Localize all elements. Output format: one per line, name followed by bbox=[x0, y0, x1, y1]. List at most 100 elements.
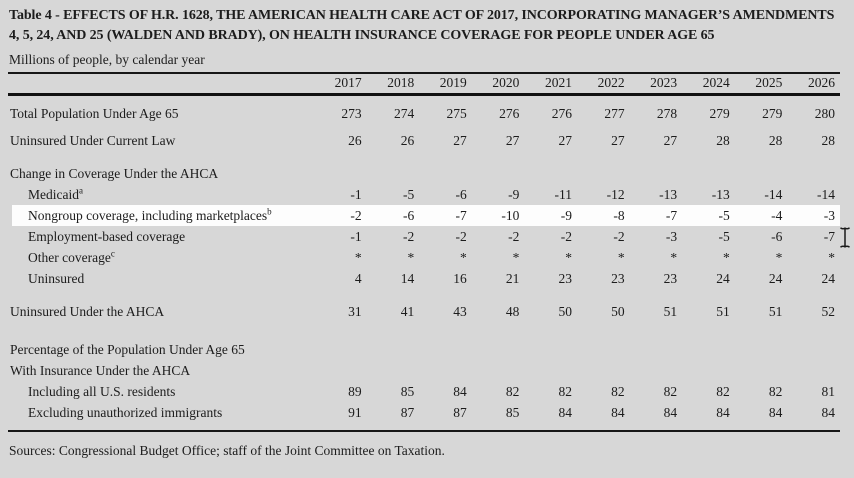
table-cell: 89 bbox=[348, 384, 362, 399]
table-row: Employment-based coverage -1 -2 -2 -2 -2 -2 -3 -… bbox=[8, 226, 840, 247]
table-cell: -6 bbox=[771, 229, 783, 244]
table-cell: 48 bbox=[505, 304, 520, 319]
table-cell: 278 bbox=[656, 106, 678, 121]
data-table: 2017 2018 2019 2020 2021 2022 2023 2024 2025 2026… bbox=[8, 72, 840, 432]
table-cell: -13 bbox=[711, 187, 730, 202]
table-row: Including all U.S. residents 89 85 84 82 82 82… bbox=[8, 381, 840, 402]
footnote-marker: b bbox=[267, 206, 272, 217]
table-cell bbox=[735, 360, 788, 381]
sources-note: Sources: Congressional Budget Office; st… bbox=[9, 443, 445, 458]
table-cell: -9 bbox=[508, 187, 520, 202]
table-cell: 27 bbox=[558, 133, 572, 148]
table-cell bbox=[419, 322, 472, 360]
footnote-marker: a bbox=[78, 185, 83, 196]
table-cell: 23 bbox=[611, 271, 625, 286]
table-row: Medicaida -1 -5 -6 -9 -11 -12 -13 -13 -14 -14 bbox=[8, 184, 840, 205]
table-cell: * bbox=[723, 250, 730, 265]
table-cell: 28 bbox=[716, 133, 730, 148]
table-cell bbox=[367, 360, 420, 381]
year-column-header: 2018 bbox=[387, 75, 415, 90]
table-row-highlighted: Nongroup coverage, including marketplace… bbox=[8, 205, 840, 226]
table-cell: 82 bbox=[663, 384, 678, 399]
table-cell: -7 bbox=[823, 229, 835, 244]
table-cell: 50 bbox=[558, 304, 572, 319]
table-cell: -2 bbox=[508, 229, 520, 244]
year-column-header: 2017 bbox=[334, 75, 362, 90]
table-cell bbox=[524, 360, 577, 381]
table-cell: 50 bbox=[611, 304, 625, 319]
table-cell: 273 bbox=[341, 106, 362, 121]
table-row: With Insurance Under the AHCA bbox=[8, 360, 840, 381]
table-cell: 27 bbox=[663, 133, 678, 148]
table-cell: 84 bbox=[558, 405, 572, 420]
table-cell: 43 bbox=[453, 304, 467, 319]
table-row: Total Population Under Age 65 273 274 275 27… bbox=[8, 95, 840, 125]
table-cell: 23 bbox=[663, 271, 678, 286]
table-cell: 82 bbox=[716, 384, 730, 399]
table-cell: 4 bbox=[354, 271, 362, 286]
table-cell bbox=[367, 151, 420, 184]
table-row: Percentage of the Population Under Age 6… bbox=[8, 322, 840, 360]
table-cell: 85 bbox=[400, 384, 415, 399]
table-cell: -2 bbox=[314, 205, 367, 226]
table-cell bbox=[735, 322, 788, 360]
table-cell bbox=[419, 151, 472, 184]
table-cell bbox=[314, 151, 367, 184]
table-cell: 274 bbox=[393, 106, 415, 121]
row-label: Employment-based coverage bbox=[28, 229, 186, 244]
table-body: Total Population Under Age 65 273 274 275 27… bbox=[8, 95, 840, 432]
table-cell: * bbox=[670, 250, 678, 265]
table-cell: 41 bbox=[400, 304, 415, 319]
row-label: Uninsured bbox=[28, 271, 85, 286]
table-cell: 28 bbox=[768, 133, 783, 148]
row-label: Uninsured Under the AHCA bbox=[10, 304, 165, 319]
table-cell: 28 bbox=[821, 133, 836, 148]
table-cell bbox=[787, 322, 840, 360]
table-cell: -5 bbox=[682, 205, 735, 226]
table-cell bbox=[577, 151, 630, 184]
table-cell: -1 bbox=[350, 229, 362, 244]
row-label: Uninsured Under Current Law bbox=[10, 133, 176, 148]
year-column-header: 2021 bbox=[544, 75, 572, 90]
row-label: Change in Coverage Under the AHCA bbox=[10, 166, 219, 181]
table-cell: 87 bbox=[453, 405, 467, 420]
table-cell: -13 bbox=[659, 187, 678, 202]
table-cell: 279 bbox=[709, 106, 730, 121]
year-column-header: 2019 bbox=[439, 75, 467, 90]
table-cell: 275 bbox=[446, 106, 467, 121]
row-label: Excluding unauthorized immigrants bbox=[28, 405, 223, 420]
table-cell: 26 bbox=[400, 133, 415, 148]
table-cell bbox=[524, 322, 577, 360]
table-cell: 84 bbox=[611, 405, 625, 420]
table-cell: -10 bbox=[471, 205, 525, 226]
table-cell: 24 bbox=[768, 271, 783, 286]
table-cell: 84 bbox=[453, 384, 467, 399]
text-cursor-icon bbox=[840, 227, 850, 248]
table-cell bbox=[577, 360, 630, 381]
row-label: Medicaida bbox=[28, 185, 83, 202]
table-row: Uninsured Under the AHCA 31 41 43 48 50 50 51 51… bbox=[8, 289, 840, 322]
table-cell: -6 bbox=[366, 205, 420, 226]
table-cell: 84 bbox=[768, 405, 783, 420]
year-column-header: 2024 bbox=[702, 75, 730, 90]
table-cell: -14 bbox=[764, 187, 783, 202]
table-cell: 84 bbox=[663, 405, 678, 420]
table-cell bbox=[630, 151, 683, 184]
table-cell: 27 bbox=[611, 133, 625, 148]
table-cell: -8 bbox=[576, 205, 630, 226]
table-cell: -9 bbox=[524, 205, 577, 226]
table-cell: 276 bbox=[499, 106, 520, 121]
table-row: Other coveragec * * * * * * * * * * bbox=[8, 247, 840, 268]
table-cell bbox=[577, 322, 630, 360]
table-cell bbox=[735, 151, 788, 184]
table-cell: 31 bbox=[348, 304, 362, 319]
table-cell bbox=[682, 322, 735, 360]
table-cell: -3 bbox=[787, 205, 840, 226]
table-cell: 51 bbox=[663, 304, 678, 319]
year-column-header: 2020 bbox=[492, 75, 520, 90]
table-row: Uninsured Under Current Law 26 26 27 27 27 27 2… bbox=[8, 124, 840, 151]
table-cell: -2 bbox=[560, 229, 572, 244]
table-cell: -5 bbox=[402, 187, 415, 202]
table-cell: 14 bbox=[400, 271, 415, 286]
table-cell: -4 bbox=[734, 205, 788, 226]
